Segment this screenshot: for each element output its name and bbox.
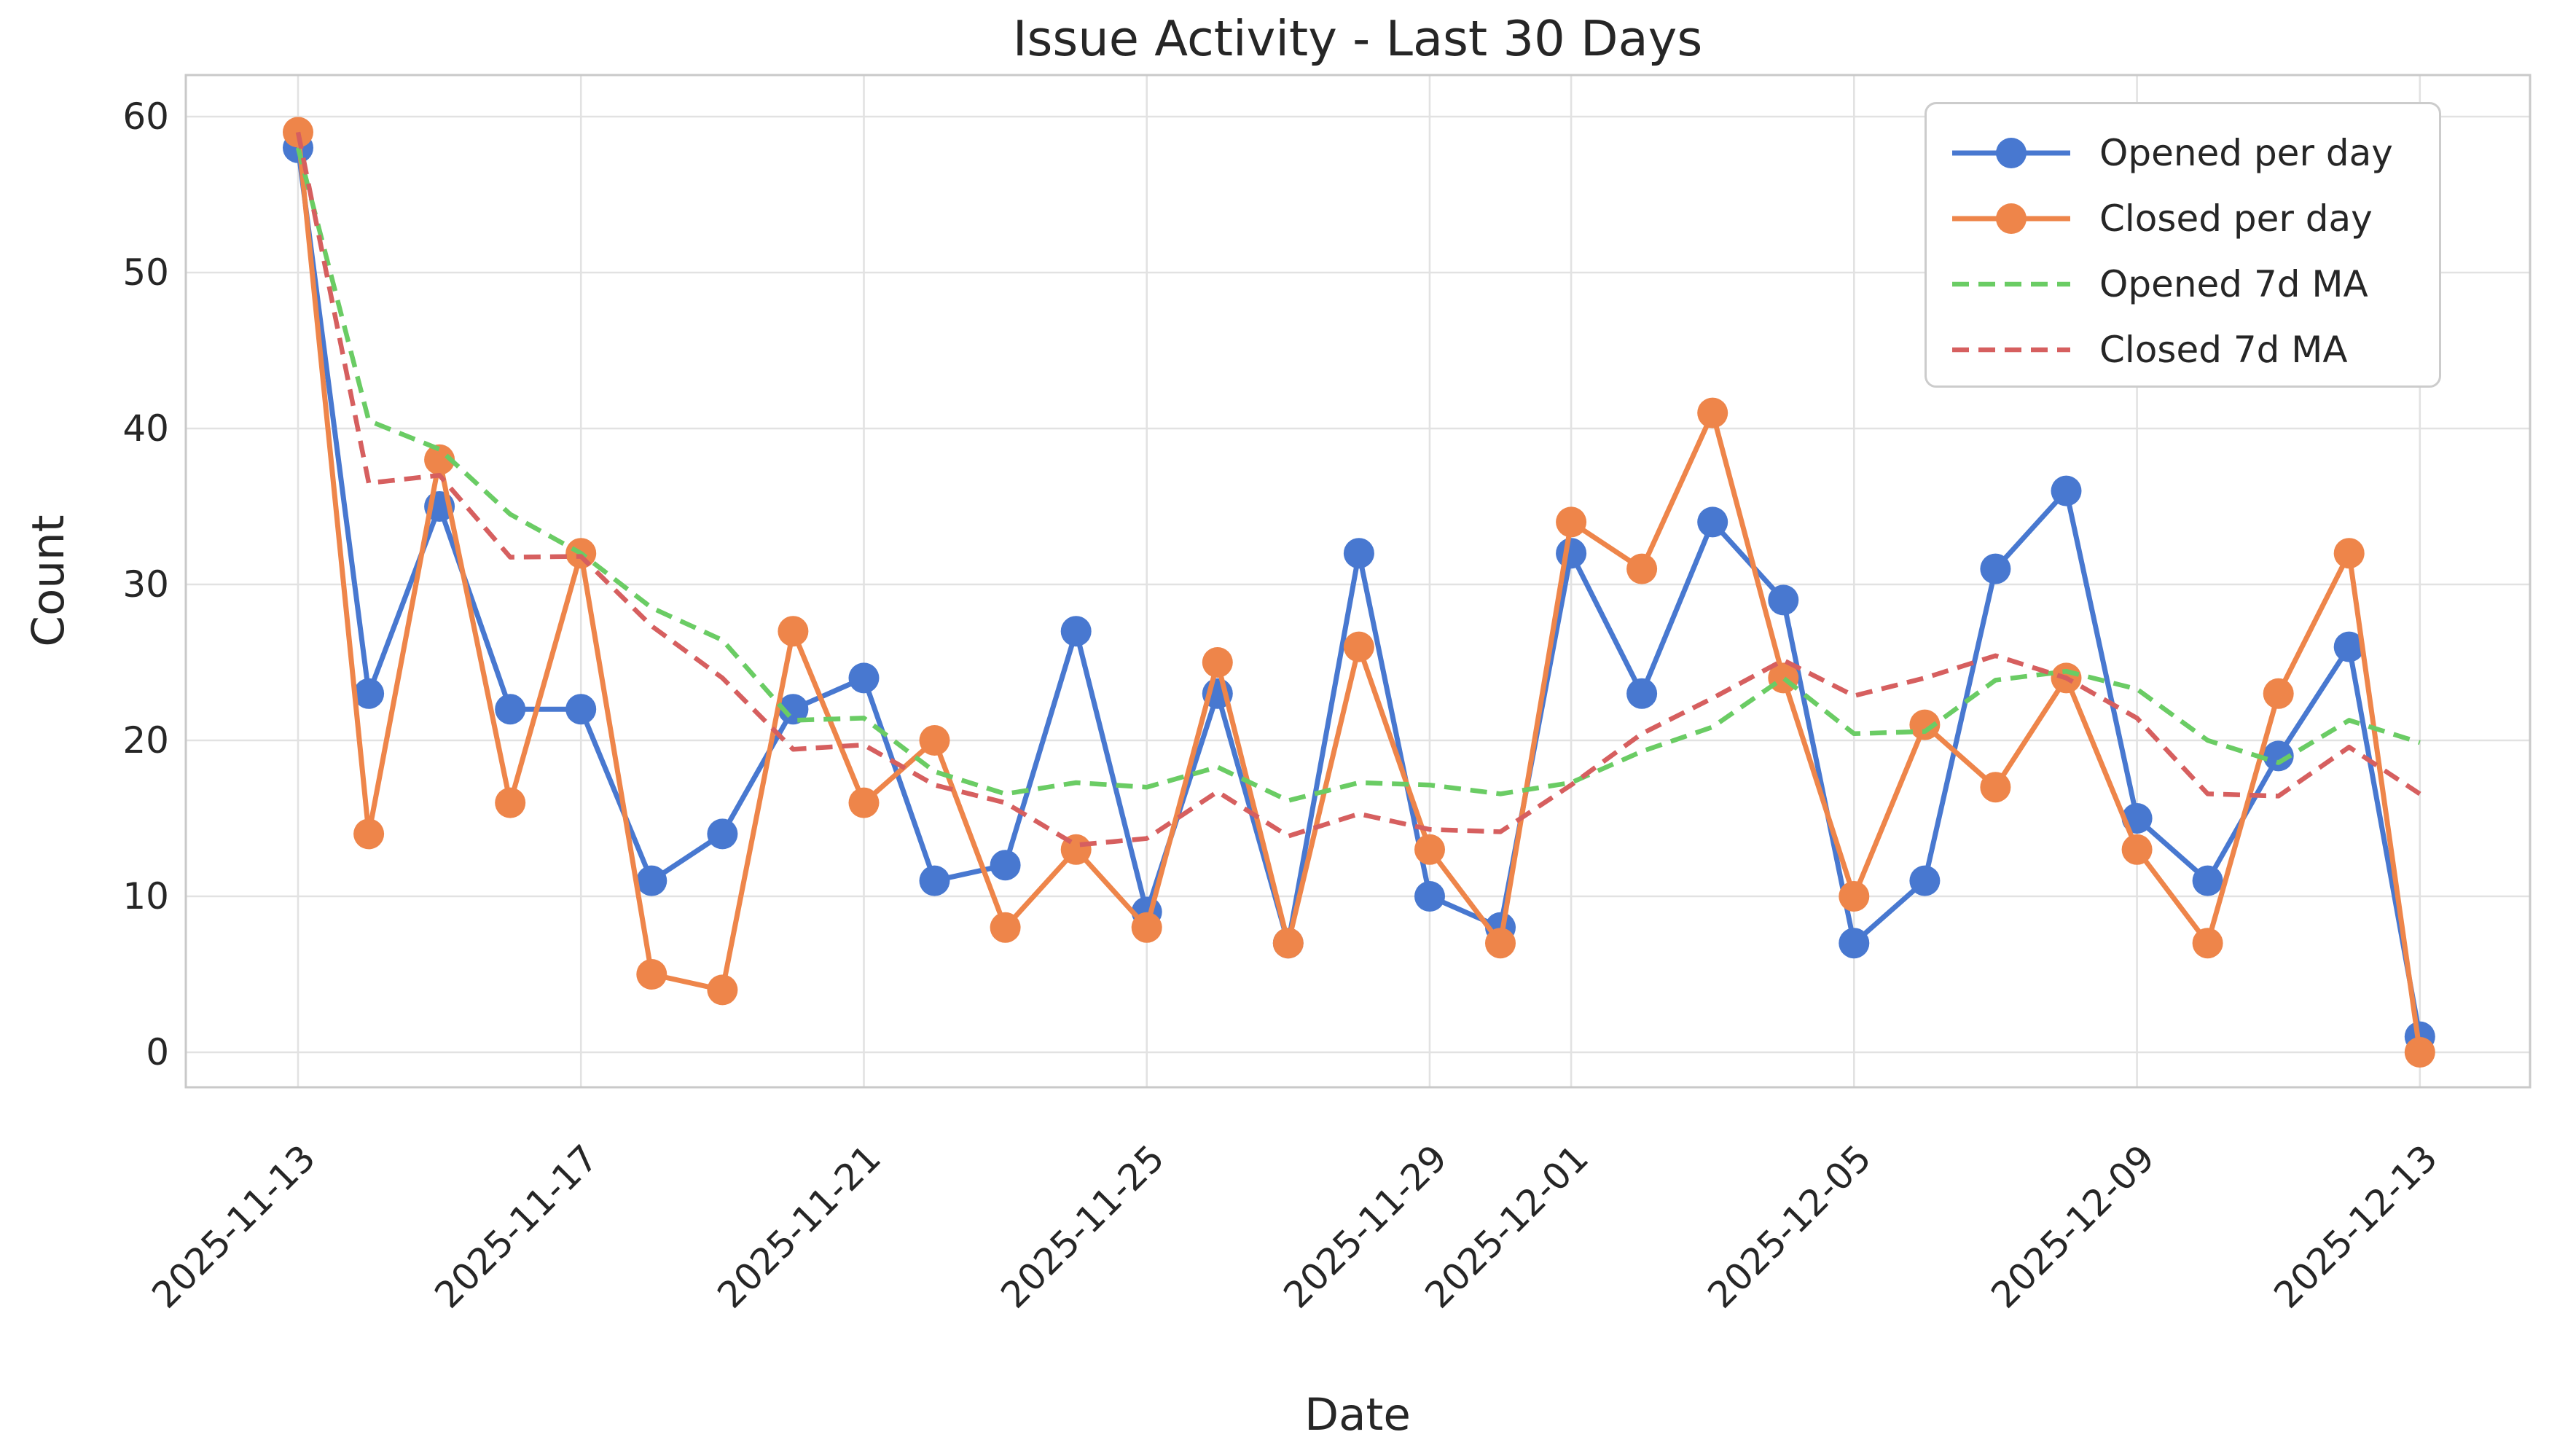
- y-tick-label: 30: [122, 563, 169, 606]
- legend-sample-line: [1952, 281, 2070, 287]
- data-point-marker: [1626, 553, 1658, 584]
- data-point-marker: [707, 974, 738, 1006]
- data-point-marker: [424, 444, 455, 475]
- data-point-marker: [2333, 631, 2365, 662]
- y-tick-label: 0: [146, 1031, 169, 1073]
- data-point-marker: [1980, 553, 2011, 584]
- data-point-marker: [1980, 772, 2011, 803]
- data-point-marker: [636, 959, 667, 990]
- data-point-marker: [990, 912, 1021, 943]
- data-point-marker: [636, 865, 667, 896]
- data-point-marker: [919, 725, 950, 756]
- legend-label: Closed 7d MA: [2099, 329, 2348, 371]
- data-point-marker: [1697, 397, 1728, 428]
- data-point-marker: [1768, 584, 1799, 616]
- data-point-marker: [2192, 865, 2223, 896]
- data-point-marker: [1131, 912, 1162, 943]
- data-point-marker: [1697, 506, 1728, 538]
- data-point-marker: [778, 694, 809, 725]
- data-point-marker: [1343, 538, 1374, 569]
- legend-sample-line: [1952, 347, 2070, 353]
- legend-item: Opened 7d MA: [1927, 248, 2439, 320]
- data-point-marker: [1202, 647, 1233, 678]
- data-point-marker: [1839, 928, 1870, 959]
- legend-sample-line: [1952, 203, 2070, 234]
- data-point-marker: [353, 678, 385, 709]
- legend-item: Closed 7d MA: [1927, 314, 2439, 385]
- data-point-marker: [1414, 834, 1445, 865]
- data-point-marker: [1485, 928, 1516, 959]
- y-tick-label: 50: [122, 251, 169, 294]
- legend-item: Opened per day: [1927, 117, 2439, 189]
- legend-sample-line: [1952, 138, 2070, 168]
- legend-label: Opened 7d MA: [2099, 263, 2368, 305]
- data-point-marker: [2263, 678, 2294, 709]
- y-tick-label: 60: [122, 95, 169, 138]
- data-point-marker: [707, 818, 738, 850]
- data-point-marker: [1556, 506, 1587, 538]
- data-point-marker: [1343, 631, 1374, 662]
- data-point-marker: [2333, 538, 2365, 569]
- data-point-marker: [848, 662, 880, 694]
- data-point-marker: [919, 865, 950, 896]
- data-point-marker: [990, 850, 1021, 881]
- data-point-marker: [2404, 1037, 2435, 1068]
- data-point-marker: [495, 787, 526, 818]
- data-point-marker: [2192, 928, 2223, 959]
- data-point-marker: [2121, 834, 2153, 865]
- data-point-marker: [1060, 616, 1092, 647]
- legend-label: Opened per day: [2099, 132, 2393, 174]
- data-point-marker: [1909, 709, 1941, 740]
- data-point-marker: [2263, 740, 2294, 772]
- plot-border: [184, 74, 2532, 1089]
- legend-label: Closed per day: [2099, 197, 2373, 240]
- data-point-marker: [778, 616, 809, 647]
- data-point-marker: [848, 787, 880, 818]
- data-point-marker: [1556, 538, 1587, 569]
- series-line-opened-7d-ma: [295, 146, 2421, 803]
- data-point-marker: [565, 694, 597, 725]
- chart-title: Issue Activity - Last 30 Days: [1012, 10, 1703, 67]
- legend-item: Closed per day: [1927, 183, 2439, 254]
- x-axis-label: Date: [1304, 1389, 1411, 1441]
- y-tick-label: 40: [122, 407, 169, 450]
- data-point-marker: [1626, 678, 1658, 709]
- y-tick-label: 10: [122, 875, 169, 917]
- data-point-marker: [1839, 881, 1870, 912]
- data-point-marker: [2051, 475, 2082, 506]
- legend: Opened per day Closed per day Opened 7d MA…: [1925, 102, 2441, 388]
- series-line-closed-7d-ma: [295, 131, 2421, 848]
- data-point-marker: [1272, 928, 1304, 959]
- data-point-marker: [1909, 865, 1941, 896]
- data-point-marker: [1414, 881, 1445, 912]
- y-tick-label: 20: [122, 719, 169, 762]
- data-point-marker: [495, 694, 526, 725]
- data-point-marker: [353, 818, 385, 850]
